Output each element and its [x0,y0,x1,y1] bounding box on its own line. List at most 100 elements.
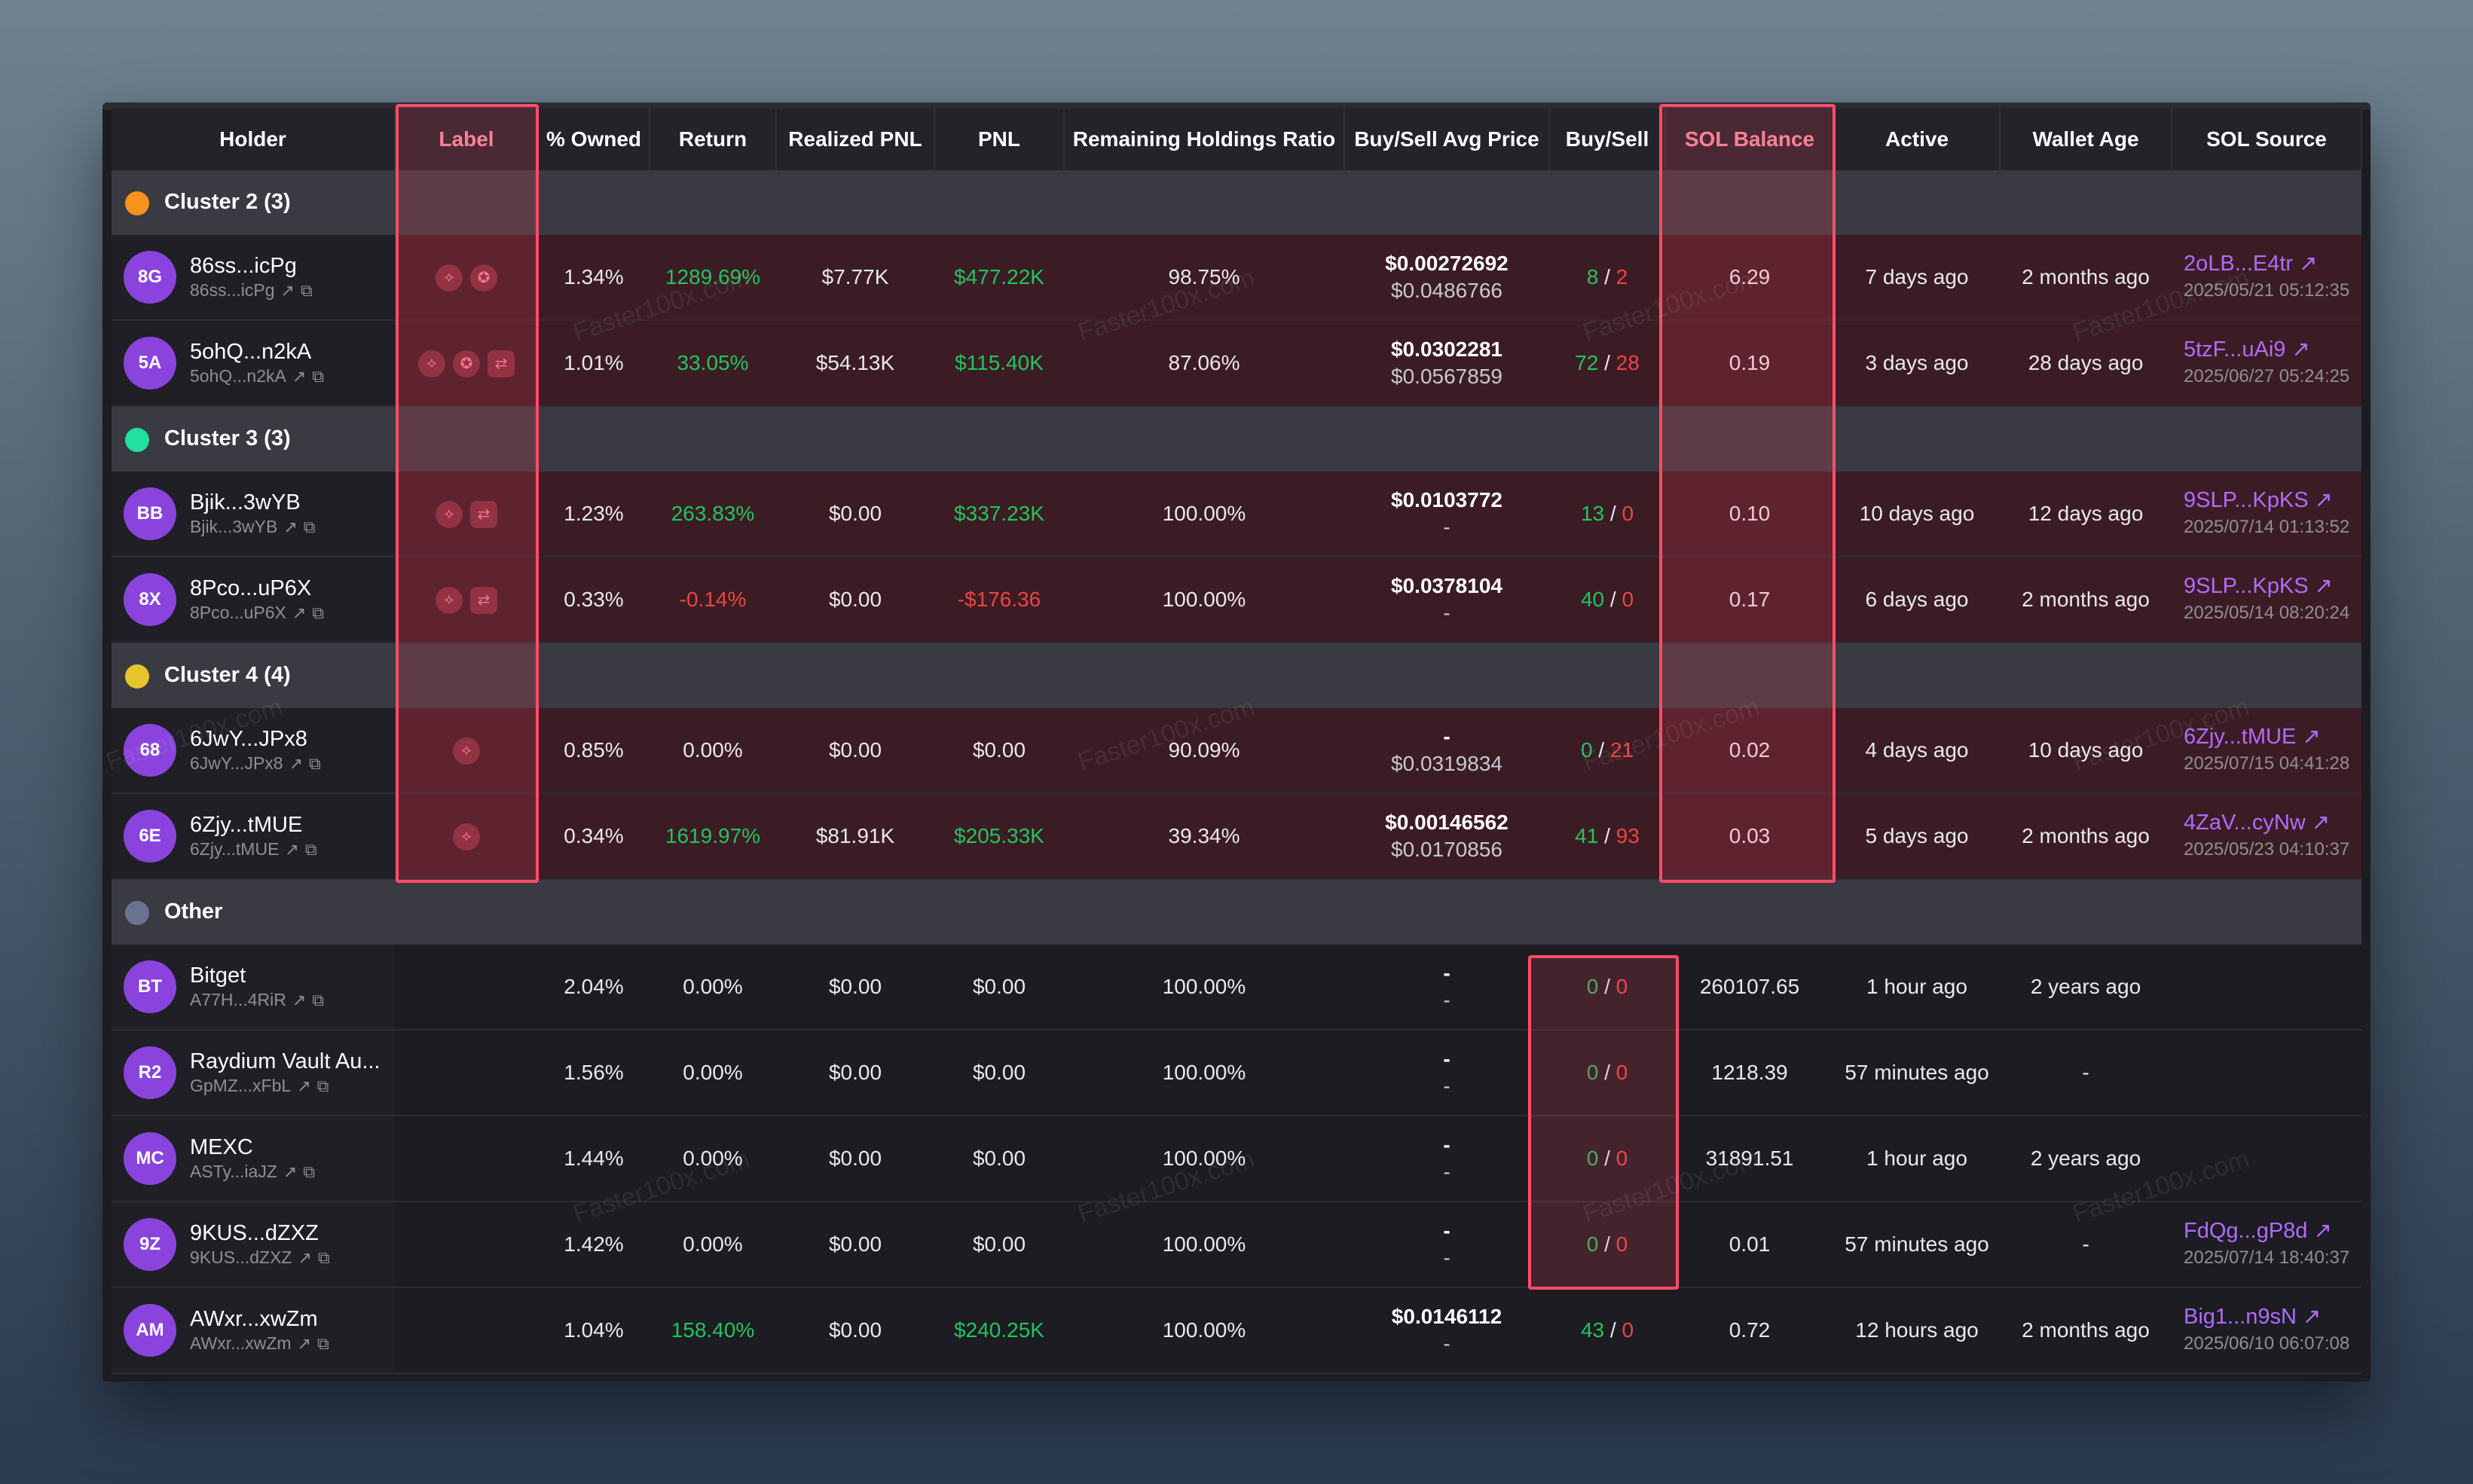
cluster-header[interactable]: Cluster 3 (3) [112,406,395,472]
external-link-icon[interactable]: ↗ [283,517,298,536]
copy-icon[interactable]: ⧉ [317,1247,330,1267]
holder-name[interactable]: AWxr...xwZm [190,1306,318,1331]
column-header-owned[interactable]: % Owned [538,108,650,170]
share-icon[interactable]: ⟡ [436,500,463,528]
holder-name[interactable]: 86ss...icPg [190,253,297,278]
avatar[interactable]: 5A [124,337,176,389]
holder-row[interactable]: R2 Raydium Vault Au... GpMZ...xFbL ↗ ⧉ 1.56% 0… [112,1030,2361,1116]
copy-icon[interactable]: ⧉ [300,280,313,300]
share-icon[interactable]: ⟡ [418,350,445,377]
avatar[interactable]: 8G [124,251,176,304]
cluster-row[interactable]: Other [112,879,2361,945]
share-icon[interactable]: ⟡ [436,586,463,614]
external-link-icon[interactable]: ↗ [297,1076,311,1095]
sol-source-address[interactable]: 9SLP...KpKS [2184,488,2309,512]
holder-row[interactable]: 8G 86ss...icPg 86ss...icPg ↗ ⧉ ⟡ ✪ 1.34% 1289.69… [112,235,2361,321]
swap-icon[interactable]: ⇄ [470,586,497,614]
external-link-icon[interactable]: ↗ [2314,488,2333,512]
external-link-icon[interactable]: ↗ [280,280,295,300]
copy-icon[interactable]: ⧉ [312,366,325,386]
badge-icon[interactable]: ✪ [453,350,480,377]
holder-name[interactable]: 5ohQ...n2kA [190,339,312,364]
external-link-icon[interactable]: ↗ [2291,337,2310,362]
sol-source-address[interactable]: Big1...n9sN [2184,1305,2297,1329]
holder-name[interactable]: Bjik...3wYB [190,490,301,515]
column-header-sol-balance[interactable]: SOL Balance [1665,108,1835,170]
column-header-realized-pnl[interactable]: Realized PNL [776,108,935,170]
column-header-wallet-age[interactable]: Wallet Age [2000,108,2172,170]
share-icon[interactable]: ⟡ [453,737,480,765]
sol-source-link[interactable]: 9SLP...KpKS ↗ [2184,573,2361,600]
external-link-icon[interactable]: ↗ [2313,1219,2332,1243]
sol-source-address[interactable]: 6Zjy...tMUE [2184,725,2297,749]
avatar[interactable]: AM [124,1304,176,1357]
cluster-header[interactable]: Cluster 4 (4) [112,643,395,708]
holder-row[interactable]: BB Bjik...3wYB Bjik...3wYB ↗ ⧉ ⟡ ⇄ 1.23% 263.83%… [112,472,2361,557]
holder-row[interactable]: AM AWxr...xwZm AWxr...xwZm ↗ ⧉ 1.04% 158.40% $0… [112,1287,2361,1374]
sol-source-address[interactable]: 9SLP...KpKS [2184,574,2309,598]
sol-source-link[interactable]: 4ZaV...cyNw ↗ [2184,809,2361,836]
copy-icon[interactable]: ⧉ [312,603,325,622]
cluster-row[interactable]: Cluster 4 (4) [112,643,2361,708]
external-link-icon[interactable]: ↗ [289,753,304,773]
sol-source-address[interactable]: 2oLB...E4tr [2184,252,2294,276]
copy-icon[interactable]: ⧉ [317,1333,329,1353]
holder-row[interactable]: MC MEXC ASTy...iaJZ ↗ ⧉ 1.44% 0.00% $0.00 $0.00 1… [112,1116,2361,1202]
external-link-icon[interactable]: ↗ [292,990,307,1009]
avatar[interactable]: BB [124,487,176,540]
share-icon[interactable]: ⟡ [436,264,463,292]
holder-row[interactable]: 6E 6Zjy...tMUE 6Zjy...tMUE ↗ ⧉ ⟡ 0.34% 1619.97%… [112,793,2361,880]
holder-row[interactable]: 5A 5ohQ...n2kA 5ohQ...n2kA ↗ ⧉ ⟡ ✪ ⇄ 1.01% 33.05%… [112,320,2361,407]
holder-row[interactable]: BT Bitget A77H...4RiR ↗ ⧉ 2.04% 0.00% $0.00 $0.0… [112,945,2361,1031]
holder-name[interactable]: 6JwY...JPx8 [190,726,307,751]
external-link-icon[interactable]: ↗ [285,839,299,859]
holder-row[interactable]: 9Z 9KUS...dZXZ 9KUS...dZXZ ↗ ⧉ 1.42% 0.00% $0.0… [112,1202,2361,1288]
avatar[interactable]: 6E [124,810,176,863]
external-link-icon[interactable]: ↗ [2311,811,2331,835]
copy-icon[interactable]: ⧉ [303,1162,316,1181]
avatar[interactable]: R2 [124,1046,176,1099]
cluster-row[interactable]: Cluster 3 (3) [112,406,2361,472]
copy-icon[interactable]: ⧉ [304,839,317,859]
copy-icon[interactable]: ⧉ [303,517,316,536]
holder-name[interactable]: 8Pco...uP6X [190,576,312,600]
column-header-pnl[interactable]: PNL [934,108,1065,170]
sol-source-address[interactable]: 4ZaV...cyNw [2184,811,2306,835]
avatar[interactable]: 8X [124,573,176,626]
external-link-icon[interactable]: ↗ [283,1162,298,1181]
holder-row[interactable]: 68 6JwY...JPx8 6JwY...JPx8 ↗ ⧉ ⟡ 0.85% 0.00% $0.… [112,708,2361,794]
column-header-return[interactable]: Return [650,108,777,170]
sol-source-link[interactable]: 2oLB...E4tr ↗ [2184,250,2361,277]
column-header-label[interactable]: Label [395,108,539,170]
copy-icon[interactable]: ⧉ [309,753,321,773]
avatar[interactable]: MC [124,1132,176,1185]
avatar[interactable]: 9Z [124,1218,176,1271]
external-link-icon[interactable]: ↗ [292,603,307,622]
holder-name[interactable]: 6Zjy...tMUE [190,812,303,837]
avatar[interactable]: BT [124,960,176,1013]
holder-name[interactable]: Raydium Vault Au... [190,1049,381,1073]
cluster-header[interactable]: Other [112,879,395,945]
external-link-icon[interactable]: ↗ [2299,252,2318,276]
swap-icon[interactable]: ⇄ [470,500,497,528]
external-link-icon[interactable]: ↗ [297,1333,312,1353]
sol-source-link[interactable]: 9SLP...KpKS ↗ [2184,487,2361,514]
sol-source-address[interactable]: FdQg...gP8d [2184,1219,2308,1243]
column-header-remaining-ratio[interactable]: Remaining Holdings Ratio [1064,108,1345,170]
copy-icon[interactable]: ⧉ [316,1076,329,1095]
holder-name[interactable]: Bitget [190,963,246,988]
sol-source-link[interactable]: Big1...n9sN ↗ [2184,1303,2361,1330]
column-header-avg-price[interactable]: Buy/Sell Avg Price [1344,108,1550,170]
column-header-buy-sell[interactable]: Buy/Sell [1549,108,1666,170]
column-header-sol-source[interactable]: SOL Source [2172,108,2362,170]
copy-icon[interactable]: ⧉ [312,990,324,1009]
sol-source-link[interactable]: FdQg...gP8d ↗ [2184,1217,2361,1244]
external-link-icon[interactable]: ↗ [2314,574,2333,598]
sol-source-link[interactable]: 6Zjy...tMUE ↗ [2184,723,2361,750]
badge-icon[interactable]: ✪ [470,264,497,292]
holder-name[interactable]: 9KUS...dZXZ [190,1220,319,1245]
sol-source-link[interactable]: 5tzF...uAi9 ↗ [2184,336,2361,363]
sol-source-address[interactable]: 5tzF...uAi9 [2184,337,2286,362]
external-link-icon[interactable]: ↗ [292,366,307,386]
swap-icon[interactable]: ⇄ [488,350,515,377]
